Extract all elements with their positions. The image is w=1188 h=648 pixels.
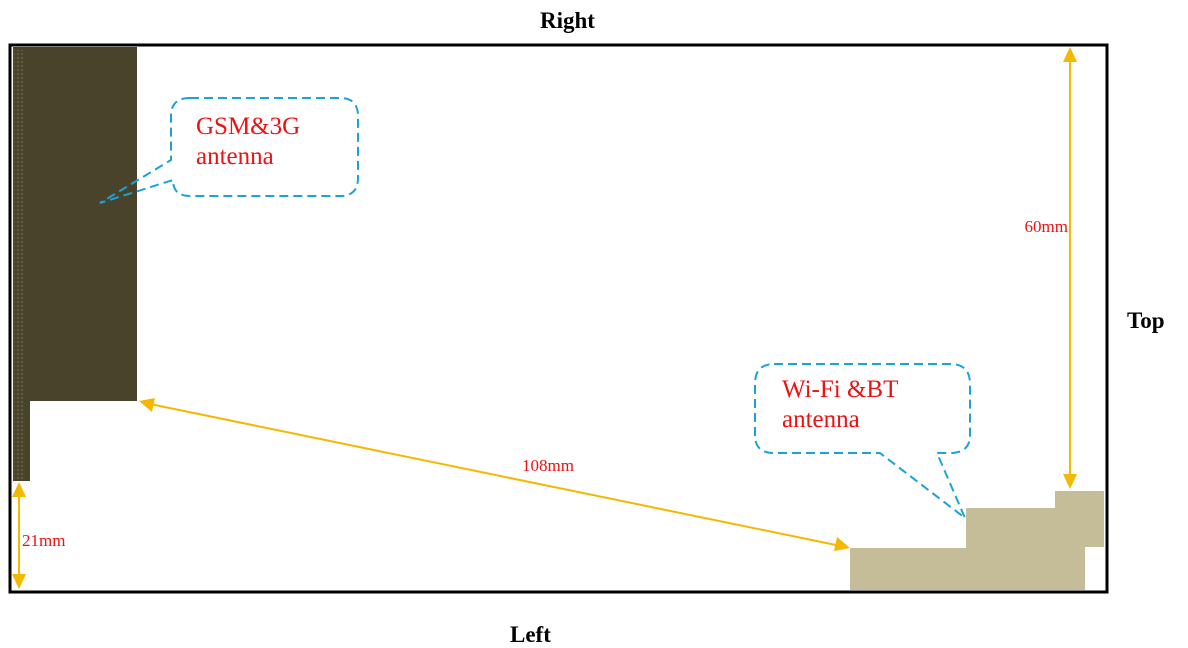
wifi-bt-antenna-block [850,491,1104,590]
gsm-3g-antenna-block [13,47,137,481]
wifi-callout-line2: antenna [782,406,860,433]
left-side-label: Left [510,622,551,647]
gsm-callout-line1: GSM&3G [196,113,300,140]
dimension-60mm [1063,47,1077,489]
wifi-callout-line1: Wi-Fi &BT [782,376,898,403]
dimension-21mm-label: 21mm [22,531,65,550]
wifi-callout: Wi-Fi &BT antenna [754,363,971,522]
dimension-60mm-label: 60mm [1025,217,1068,236]
gsm-callout: GSM&3G antenna [99,97,359,204]
top-side-label: Top [1127,308,1165,333]
gsm-callout-line2: antenna [196,143,274,170]
right-side-label: Right [540,8,595,33]
device-outline [8,43,1109,594]
dimension-21mm [12,482,26,589]
dimension-108mm-label: 108mm [522,456,574,475]
dimension-108mm [139,398,850,551]
